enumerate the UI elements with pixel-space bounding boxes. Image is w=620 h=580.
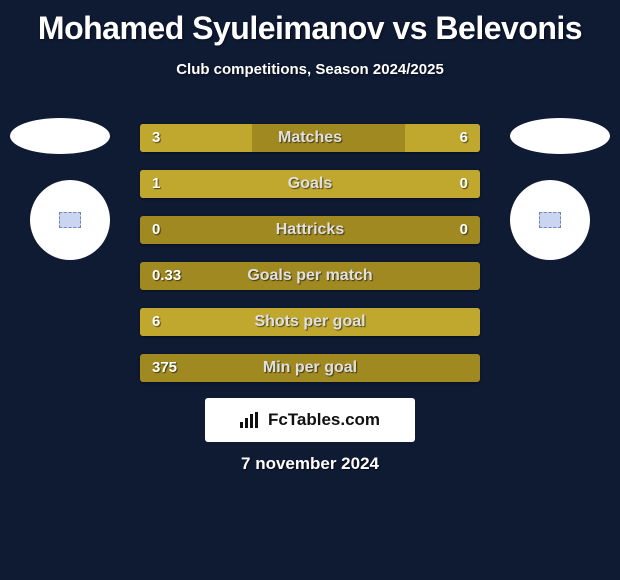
stat-row: Min per goal375 — [140, 354, 480, 382]
stat-value-right: 0 — [460, 216, 468, 244]
stat-row: Shots per goal6 — [140, 308, 480, 336]
stat-value-left: 3 — [152, 124, 160, 152]
stat-value-left: 1 — [152, 170, 160, 198]
stat-label: Goals — [140, 170, 480, 198]
stat-label: Min per goal — [140, 354, 480, 382]
brand-badge[interactable]: FcTables.com — [205, 398, 415, 442]
player-left-flag — [10, 118, 110, 154]
subtitle: Club competitions, Season 2024/2025 — [0, 61, 620, 78]
placeholder-image-icon — [539, 212, 561, 228]
brand-text: FcTables.com — [268, 410, 380, 430]
stat-label: Shots per goal — [140, 308, 480, 336]
stat-label: Matches — [140, 124, 480, 152]
stat-row: Hattricks0 0 — [140, 216, 480, 244]
stat-value-left: 0 — [152, 216, 160, 244]
stat-label: Hattricks — [140, 216, 480, 244]
date-label: 7 november 2024 — [0, 454, 620, 474]
stat-value-right: 6 — [460, 124, 468, 152]
stat-row: Matches3 6 — [140, 124, 480, 152]
player-right-avatar — [510, 180, 590, 260]
stats-bar-chart: Matches36Goals10Hattricks00Goals per mat… — [140, 124, 480, 400]
stat-value-right: 0 — [460, 170, 468, 198]
stat-value-left: 0.33 — [152, 262, 181, 290]
player-right-flag — [510, 118, 610, 154]
stat-value-left: 6 — [152, 308, 160, 336]
page-title: Mohamed Syuleimanov vs Belevonis — [0, 0, 620, 47]
stat-row: Goals1 0 — [140, 170, 480, 198]
player-left-avatar — [30, 180, 110, 260]
stat-value-left: 375 — [152, 354, 177, 382]
stat-label: Goals per match — [140, 262, 480, 290]
placeholder-image-icon — [59, 212, 81, 228]
bar-chart-icon — [240, 412, 262, 428]
stat-row: Goals per match0.33 — [140, 262, 480, 290]
